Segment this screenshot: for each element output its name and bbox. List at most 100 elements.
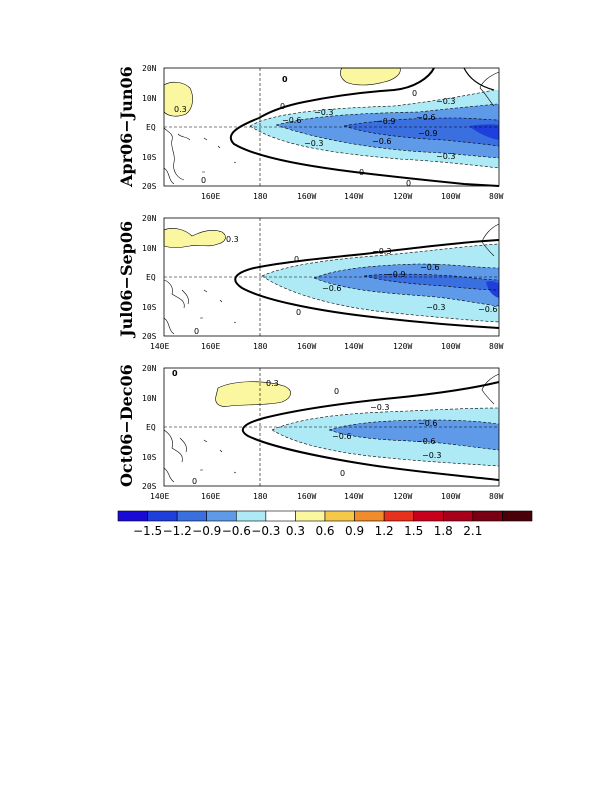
panel-2-contour-label: 0.3 — [226, 235, 239, 244]
colorbar-label: −0.3 — [251, 524, 280, 538]
panel-2-contour-n03 — [261, 243, 500, 323]
panel-1-contour-n09 — [343, 117, 500, 147]
panel-1-warm-a — [163, 81, 193, 117]
panel-3-ytick: 10S — [142, 453, 157, 462]
panel-3-xtick: 180 — [253, 492, 268, 501]
panel-3-contour-label: −0.3 — [422, 451, 441, 460]
panel-3-xtick: 140E — [150, 492, 169, 501]
panel-3-contour-label: 0 — [334, 387, 339, 396]
panel-2-contour-label: 0 — [296, 308, 301, 317]
panel-3-ytick: 20S — [142, 482, 157, 491]
panel-1-contour-label: −0.9 — [418, 129, 437, 138]
colorbar-label: 0.9 — [345, 524, 364, 538]
panel-1-xtick: 160E — [201, 192, 220, 201]
panel-2-ytick: 20N — [142, 214, 157, 223]
colorbar-label: 0.3 — [286, 524, 305, 538]
panel-2-contour-label: −0.3 — [426, 303, 445, 312]
panel-2-contour-label: −0.9 — [386, 270, 405, 279]
panel-3-coastline-america — [481, 373, 500, 405]
panel-2-contour-zero — [234, 239, 500, 329]
panel-1-contour-zero-north — [463, 67, 495, 91]
panel-2-ytick: EQ — [146, 273, 156, 282]
panel-1-contour-label: 0 — [280, 102, 285, 111]
panel-3-coastline-asia — [163, 429, 187, 483]
panel-3-xtick: 100W — [441, 492, 460, 501]
panel-1-contour-label: 0 — [201, 176, 206, 185]
panel-2-xtick: 180 — [253, 342, 268, 351]
panel-1-ytick: 20N — [142, 64, 157, 73]
panel-1-contour-zero-south — [229, 117, 500, 187]
panel-3-contour-label: −0.3 — [370, 403, 389, 412]
colorbar-label: 0.6 — [315, 524, 334, 538]
panel-2-ytick: 10N — [142, 244, 157, 253]
colorbar-swatch — [324, 510, 355, 522]
panel-1-contour-label: −0.3 — [436, 97, 455, 106]
panel-2-xtick: 80W — [489, 342, 504, 351]
panel-2-coastline-america — [481, 223, 500, 257]
panel-2-warm-a — [163, 228, 226, 248]
panel-2-contour-n06 — [313, 263, 500, 307]
colorbar-swatch — [502, 510, 533, 522]
panel-1-contour-n03 — [249, 89, 500, 169]
panel-1-contour-zero — [258, 67, 435, 119]
panel-3: Oct06−Dec06 0 0.3 0 −0.3 −0.6 −0.6 −0.6 … — [117, 364, 504, 501]
panel-1-contour-label: −0.6 — [372, 137, 391, 146]
panel-3-ytick: 20N — [142, 364, 157, 373]
panel-2-frame — [163, 217, 500, 337]
panel-3-contour-label: 0 — [172, 369, 178, 378]
panel-3-contour-label: −0.6 — [416, 437, 435, 446]
panel-3-xtick: 160E — [201, 492, 220, 501]
panel-2-ytick: 20S — [142, 332, 157, 341]
colorbar-swatch — [295, 510, 326, 522]
colorbar-label: 1.2 — [375, 524, 394, 538]
panel-3-contour-label: −0.6 — [332, 432, 351, 441]
panel-3-contour-label: −0.6 — [418, 419, 437, 428]
panel-2-contour-label: −0.6 — [322, 284, 341, 293]
panel-2-xtick: 120W — [393, 342, 412, 351]
panel-1-xtick: 100W — [441, 192, 460, 201]
panel-1-ytick: EQ — [146, 123, 156, 132]
panel-3-xtick: 140W — [344, 492, 363, 501]
panel-1-warm-b — [340, 67, 401, 86]
panel-2-xtick: 140E — [150, 342, 169, 351]
panel-2-title: Jul06−Sep06 — [117, 221, 136, 339]
panel-1-contour-label: −0.3 — [314, 108, 333, 117]
panel-2-contour-label: −0.6 — [420, 263, 439, 272]
panel-2-contour-label: −0.6 — [478, 305, 497, 314]
panel-1-xtick: 140W — [344, 192, 363, 201]
panel-3-islands — [200, 439, 237, 474]
panel-1-contour-label: −0.3 — [304, 139, 323, 148]
panel-1-xtick: 120W — [393, 192, 412, 201]
panel-1-title: Apr06−Jun06 — [117, 66, 136, 188]
panel-2-xtick: 160E — [201, 342, 220, 351]
colorbar-label: 1.8 — [434, 524, 453, 538]
panel-2-shade-12 — [486, 281, 499, 298]
panel-1-xtick: 180 — [253, 192, 268, 201]
colorbar-swatch — [265, 510, 296, 522]
panel-2-coastline-asia — [163, 279, 189, 335]
panel-3-contour-n03 — [271, 407, 500, 467]
panel-2-shade-09 — [364, 274, 499, 290]
panel-1-coastline-asia — [163, 127, 191, 185]
panel-1-ytick: 20S — [142, 182, 157, 191]
panel-3-xtick: 120W — [393, 492, 412, 501]
panel-1-ytick: 10N — [142, 94, 157, 103]
colorbar-swatch — [117, 510, 148, 522]
colorbar-swatch — [442, 510, 474, 522]
colorbar-swatch — [235, 510, 267, 522]
panel-2-ytick: 10S — [142, 303, 157, 312]
colorbar-label: 1.5 — [404, 524, 423, 538]
panel-1-contour-label: −0.6 — [282, 116, 301, 125]
panel-2-contour-label: 0 — [194, 327, 199, 336]
panel-1-islands — [202, 137, 237, 173]
panel-1-coastline-america — [479, 71, 500, 107]
panel-1-contour-label: 0 — [412, 89, 417, 98]
colorbar-label: 2.1 — [463, 524, 482, 538]
colorbar-swatch — [147, 510, 178, 522]
colorbar-swatch — [413, 510, 444, 522]
colorbar-label: −1.2 — [163, 524, 192, 538]
panel-2-islands — [200, 289, 237, 324]
colorbar-label: −0.6 — [222, 524, 251, 538]
colorbar-swatch — [472, 510, 503, 522]
